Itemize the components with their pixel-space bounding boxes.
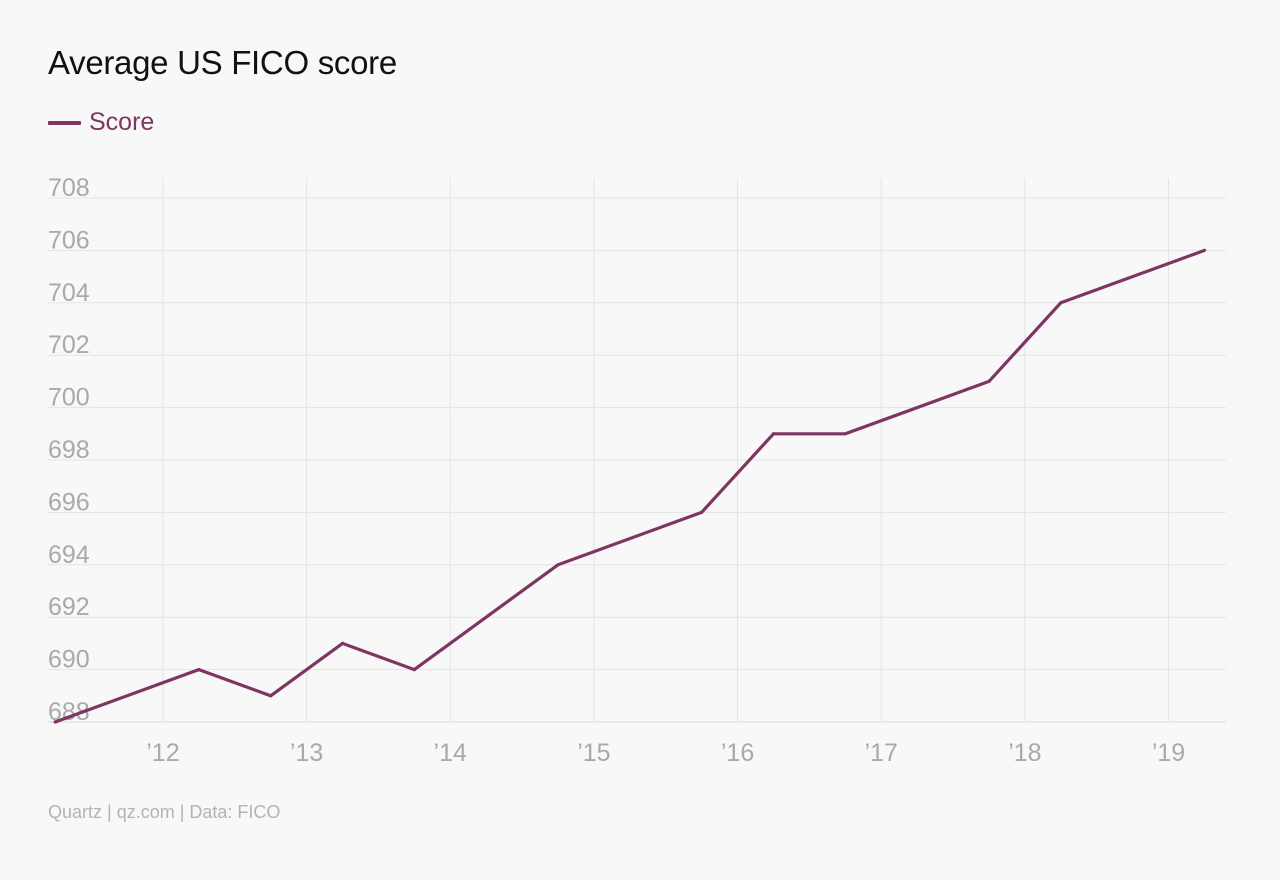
y-tick-label: 696	[48, 488, 90, 516]
x-tick-label: ’17	[865, 739, 898, 767]
y-tick-label: 700	[48, 384, 90, 412]
data-point	[556, 563, 560, 567]
x-tick-label: ’19	[1152, 739, 1185, 767]
y-tick-label: 708	[48, 174, 90, 202]
data-point	[340, 641, 345, 646]
y-tick-label: 692	[48, 593, 90, 621]
x-tick-label: ’15	[577, 739, 610, 767]
data-point	[843, 432, 847, 436]
legend-swatch-score	[48, 120, 81, 125]
y-tick-label: 698	[48, 436, 90, 464]
legend: Score	[48, 108, 154, 137]
y-tick-label: 690	[48, 646, 90, 674]
data-point	[197, 668, 201, 672]
data-point	[771, 432, 776, 436]
data-point	[1059, 301, 1063, 305]
chart-title: Average US FICO score	[48, 44, 397, 81]
data-point	[987, 379, 991, 383]
data-point	[700, 510, 704, 514]
data-point	[1202, 248, 1207, 252]
x-tick-label: ’12	[146, 739, 179, 767]
y-tick-label: 704	[48, 279, 90, 307]
series-line-score	[54, 248, 1206, 724]
y-tick-label: 702	[48, 331, 90, 359]
x-tick-label: ’18	[1008, 739, 1041, 767]
x-tick-label: ’13	[290, 739, 323, 767]
x-tick-label: ’14	[434, 739, 467, 767]
x-tick-label: ’16	[721, 739, 754, 767]
data-point	[269, 694, 273, 698]
legend-label-score: Score	[89, 108, 155, 136]
y-tick-label: 694	[48, 541, 90, 569]
y-tick-label: 706	[48, 226, 90, 254]
data-point	[53, 720, 57, 724]
data-point	[412, 668, 416, 672]
source-note: Quartz | qz.com | Data: FICO	[48, 802, 281, 822]
